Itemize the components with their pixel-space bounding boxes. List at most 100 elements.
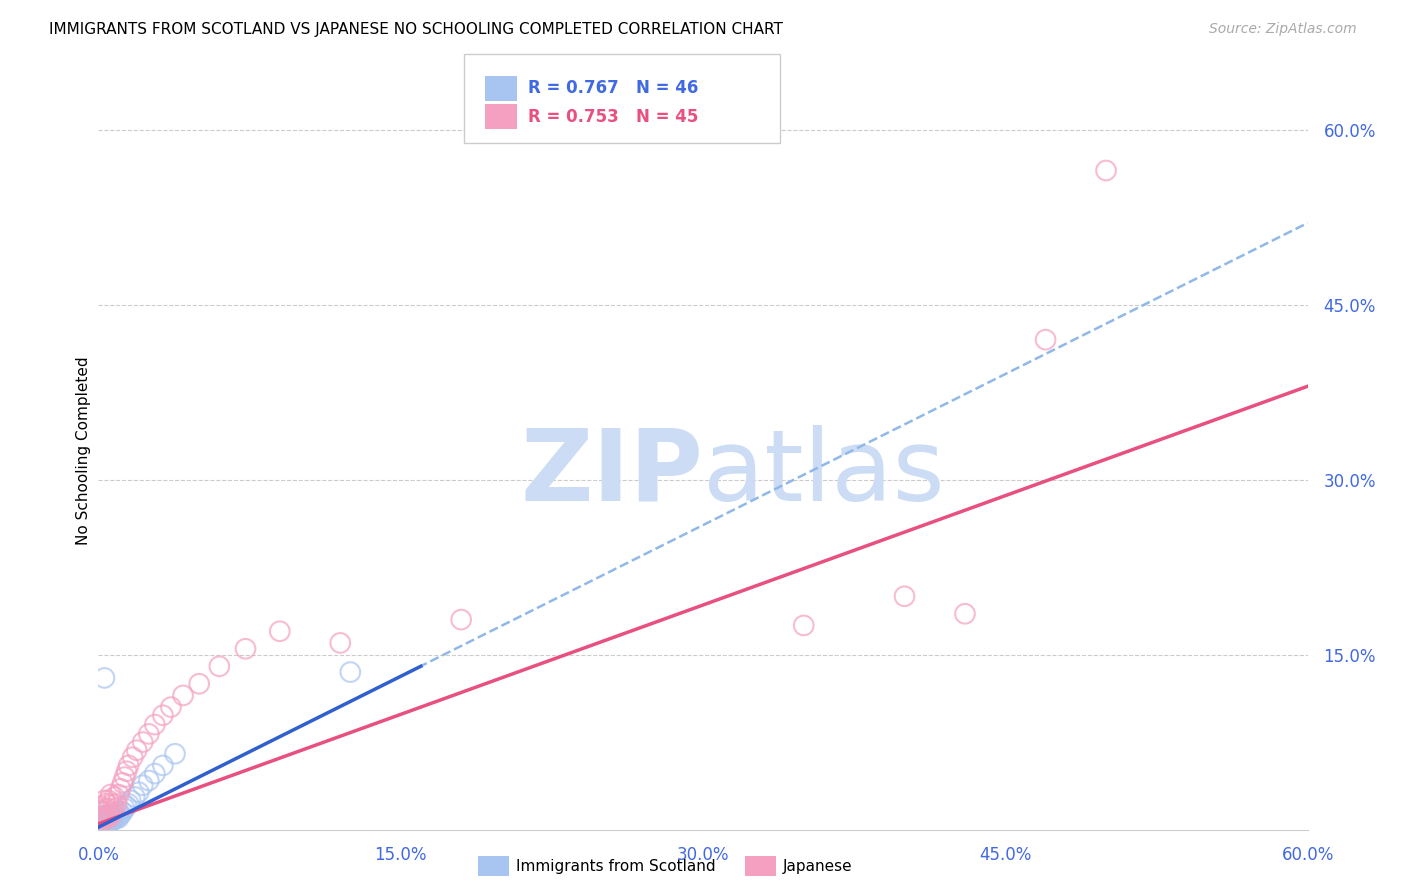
Point bbox=[89, 811, 111, 825]
Point bbox=[1035, 333, 1057, 347]
Point bbox=[91, 808, 114, 822]
Point bbox=[143, 766, 166, 780]
Point bbox=[101, 808, 124, 822]
Point bbox=[93, 816, 115, 830]
Point bbox=[97, 814, 120, 829]
Point bbox=[91, 814, 114, 828]
Point bbox=[97, 811, 120, 825]
Point bbox=[89, 819, 111, 833]
Point bbox=[121, 750, 143, 764]
Point bbox=[91, 804, 114, 818]
Point bbox=[110, 807, 132, 822]
Point bbox=[101, 805, 124, 819]
Point bbox=[163, 747, 186, 761]
Point bbox=[100, 808, 122, 822]
Point bbox=[160, 700, 183, 714]
Point bbox=[103, 789, 125, 804]
Point bbox=[118, 797, 141, 811]
Point bbox=[103, 801, 125, 815]
Point bbox=[103, 807, 125, 822]
Point bbox=[91, 805, 114, 819]
Point bbox=[93, 811, 115, 825]
Point bbox=[100, 808, 122, 822]
Point bbox=[107, 788, 129, 802]
Text: Japanese: Japanese bbox=[783, 859, 853, 873]
Point bbox=[107, 805, 129, 819]
Point bbox=[124, 789, 146, 804]
Point bbox=[91, 819, 114, 833]
Point bbox=[118, 758, 141, 772]
Point bbox=[110, 781, 132, 796]
Point bbox=[91, 815, 114, 830]
Text: R = 0.753   N = 45: R = 0.753 N = 45 bbox=[527, 108, 699, 126]
Point bbox=[89, 820, 111, 834]
Point bbox=[103, 812, 125, 826]
Point bbox=[105, 811, 128, 825]
Point bbox=[101, 814, 124, 828]
Point bbox=[89, 799, 111, 814]
Point bbox=[96, 808, 118, 822]
Point bbox=[188, 677, 211, 691]
Point bbox=[143, 717, 166, 731]
Point bbox=[132, 778, 155, 792]
Text: atlas: atlas bbox=[703, 425, 945, 522]
Point bbox=[93, 814, 115, 828]
Point bbox=[235, 641, 257, 656]
Point bbox=[1095, 163, 1118, 178]
Point bbox=[105, 797, 128, 811]
Y-axis label: No Schooling Completed: No Schooling Completed bbox=[76, 356, 91, 545]
Point bbox=[152, 708, 174, 723]
Point bbox=[111, 776, 134, 790]
Point bbox=[132, 735, 155, 749]
Point bbox=[97, 816, 120, 830]
Point bbox=[93, 808, 115, 822]
Point bbox=[89, 814, 111, 829]
Point bbox=[128, 785, 150, 799]
Point bbox=[114, 801, 136, 815]
Point bbox=[93, 819, 115, 833]
Point bbox=[152, 758, 174, 772]
Point bbox=[89, 816, 111, 830]
Text: Source: ZipAtlas.com: Source: ZipAtlas.com bbox=[1209, 22, 1357, 37]
Point bbox=[172, 689, 194, 703]
Point bbox=[114, 770, 136, 784]
Point bbox=[115, 764, 138, 779]
Point bbox=[100, 812, 122, 826]
Point bbox=[89, 805, 111, 819]
Point bbox=[953, 607, 976, 621]
Point bbox=[115, 799, 138, 814]
Point bbox=[96, 814, 118, 828]
Point bbox=[138, 727, 160, 741]
Point bbox=[339, 665, 361, 679]
Point bbox=[101, 797, 124, 811]
Text: IMMIGRANTS FROM SCOTLAND VS JAPANESE NO SCHOOLING COMPLETED CORRELATION CHART: IMMIGRANTS FROM SCOTLAND VS JAPANESE NO … bbox=[49, 22, 783, 37]
Point bbox=[100, 788, 122, 802]
Point bbox=[93, 671, 115, 685]
Point bbox=[269, 624, 291, 639]
Point bbox=[97, 793, 120, 807]
Point bbox=[329, 636, 352, 650]
Point bbox=[100, 815, 122, 830]
Point bbox=[125, 743, 148, 757]
Text: Immigrants from Scotland: Immigrants from Scotland bbox=[516, 859, 716, 873]
Point bbox=[793, 618, 815, 632]
Point bbox=[89, 811, 111, 825]
Point bbox=[91, 814, 114, 828]
Point bbox=[93, 801, 115, 815]
Point bbox=[96, 816, 118, 830]
Point bbox=[893, 589, 915, 603]
Point bbox=[450, 613, 472, 627]
Point bbox=[97, 801, 120, 815]
Point bbox=[107, 811, 129, 825]
Point bbox=[111, 805, 134, 819]
Point bbox=[96, 797, 118, 811]
Point bbox=[96, 811, 118, 825]
Point bbox=[208, 659, 231, 673]
Point bbox=[91, 818, 114, 832]
Text: ZIP: ZIP bbox=[520, 425, 703, 522]
Point bbox=[93, 793, 115, 807]
Point bbox=[120, 793, 142, 807]
Point bbox=[138, 773, 160, 788]
Text: R = 0.767   N = 46: R = 0.767 N = 46 bbox=[527, 79, 699, 97]
Point bbox=[97, 811, 120, 825]
